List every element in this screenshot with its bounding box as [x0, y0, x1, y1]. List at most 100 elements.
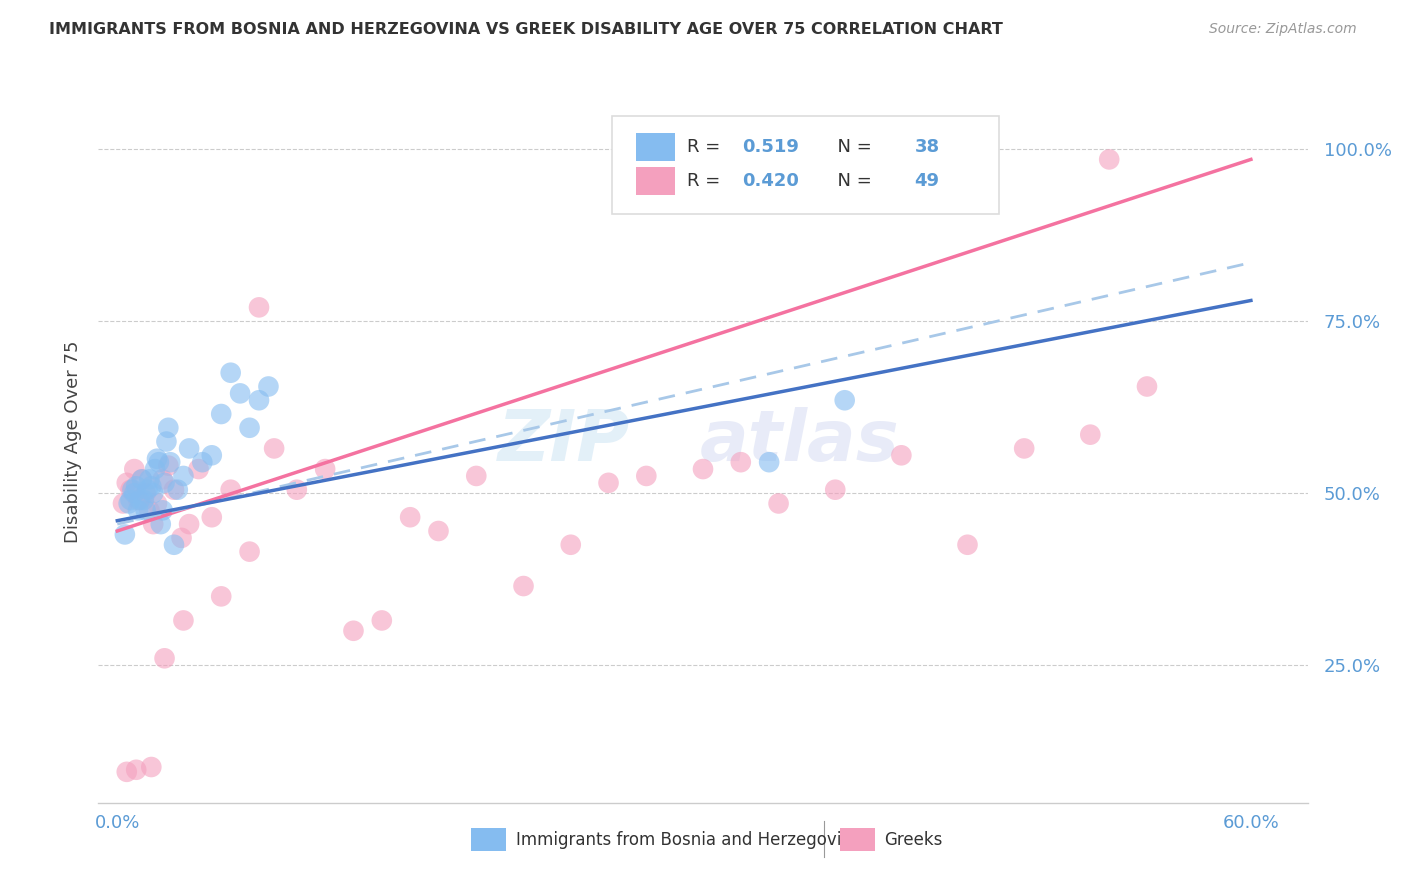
Point: [152, 472, 174, 486]
Point: [118, 496, 141, 510]
Point: [120, 493, 142, 508]
Point: [155, 434, 177, 449]
Point: [427, 524, 450, 538]
Point: [263, 442, 285, 456]
Point: [127, 503, 149, 517]
Text: 49: 49: [915, 172, 939, 190]
Point: [125, 479, 148, 493]
Point: [121, 483, 143, 497]
Point: [209, 407, 232, 421]
Point: [371, 614, 394, 628]
Point: [758, 455, 780, 469]
Text: Greeks: Greeks: [884, 830, 943, 848]
Point: [141, 760, 163, 774]
Point: [399, 510, 422, 524]
FancyBboxPatch shape: [637, 133, 675, 161]
Point: [768, 496, 790, 510]
Point: [138, 472, 160, 486]
Point: [170, 531, 193, 545]
Point: [132, 493, 155, 508]
Point: [146, 451, 169, 466]
Point: [124, 486, 146, 500]
Point: [247, 393, 270, 408]
Point: [157, 458, 180, 473]
Point: [187, 462, 209, 476]
Text: N =: N =: [827, 137, 877, 156]
Point: [768, 159, 790, 173]
Point: [135, 503, 157, 517]
Point: [115, 475, 138, 490]
Point: [153, 475, 176, 490]
Point: [247, 301, 270, 315]
Point: [131, 472, 153, 486]
Point: [465, 469, 488, 483]
Point: [636, 469, 658, 483]
Y-axis label: Disability Age Over 75: Disability Age Over 75: [63, 340, 82, 543]
Point: [148, 455, 170, 469]
Point: [219, 366, 242, 380]
Text: R =: R =: [688, 137, 727, 156]
Point: [1098, 153, 1121, 167]
Point: [1078, 427, 1101, 442]
Point: [111, 496, 134, 510]
Point: [179, 442, 201, 456]
Point: [239, 421, 262, 435]
FancyBboxPatch shape: [613, 117, 1000, 214]
Point: [1136, 379, 1159, 393]
Text: 38: 38: [915, 137, 939, 156]
Text: 0.420: 0.420: [742, 172, 799, 190]
Text: IMMIGRANTS FROM BOSNIA AND HERZEGOVINA VS GREEK DISABILITY AGE OVER 75 CORRELATI: IMMIGRANTS FROM BOSNIA AND HERZEGOVINA V…: [49, 22, 1002, 37]
Point: [209, 590, 232, 604]
Point: [142, 486, 165, 500]
Point: [201, 448, 224, 462]
Point: [127, 493, 149, 508]
Point: [146, 496, 169, 510]
Point: [730, 455, 752, 469]
Point: [1012, 442, 1035, 456]
Point: [124, 462, 146, 476]
Text: Source: ZipAtlas.com: Source: ZipAtlas.com: [1209, 22, 1357, 37]
Point: [824, 483, 846, 497]
Point: [239, 544, 262, 558]
Point: [166, 483, 188, 497]
Point: [512, 579, 534, 593]
Point: [129, 493, 152, 508]
Point: [125, 763, 148, 777]
Point: [136, 483, 159, 497]
Text: atlas: atlas: [700, 407, 900, 476]
Point: [560, 538, 582, 552]
Point: [159, 455, 181, 469]
Text: N =: N =: [827, 172, 877, 190]
Text: ZIP: ZIP: [498, 407, 630, 476]
Point: [149, 517, 172, 532]
Point: [152, 503, 174, 517]
Point: [143, 462, 166, 476]
FancyBboxPatch shape: [471, 828, 506, 851]
Point: [191, 455, 214, 469]
Point: [163, 483, 186, 497]
Text: 0.519: 0.519: [742, 137, 799, 156]
Point: [229, 386, 252, 401]
Text: Immigrants from Bosnia and Herzegovina: Immigrants from Bosnia and Herzegovina: [516, 830, 862, 848]
Point: [834, 393, 856, 408]
Point: [153, 651, 176, 665]
Point: [120, 483, 142, 497]
Text: R =: R =: [688, 172, 727, 190]
Point: [115, 764, 138, 779]
Point: [179, 517, 201, 532]
Point: [172, 469, 194, 483]
Point: [314, 462, 336, 476]
Point: [142, 517, 165, 532]
FancyBboxPatch shape: [839, 828, 875, 851]
Point: [890, 448, 912, 462]
Point: [692, 462, 714, 476]
Point: [163, 538, 186, 552]
Point: [201, 510, 224, 524]
Point: [342, 624, 364, 638]
Point: [114, 527, 136, 541]
Point: [138, 503, 160, 517]
Point: [131, 472, 153, 486]
Point: [219, 483, 242, 497]
Point: [141, 479, 163, 493]
Point: [956, 538, 979, 552]
